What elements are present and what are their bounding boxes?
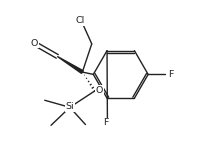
- Polygon shape: [57, 56, 83, 73]
- Text: Cl: Cl: [75, 16, 85, 25]
- Text: Si: Si: [65, 102, 74, 111]
- Text: O: O: [31, 39, 38, 48]
- Text: O: O: [95, 86, 103, 95]
- Text: F: F: [103, 118, 108, 127]
- Text: F: F: [167, 70, 173, 79]
